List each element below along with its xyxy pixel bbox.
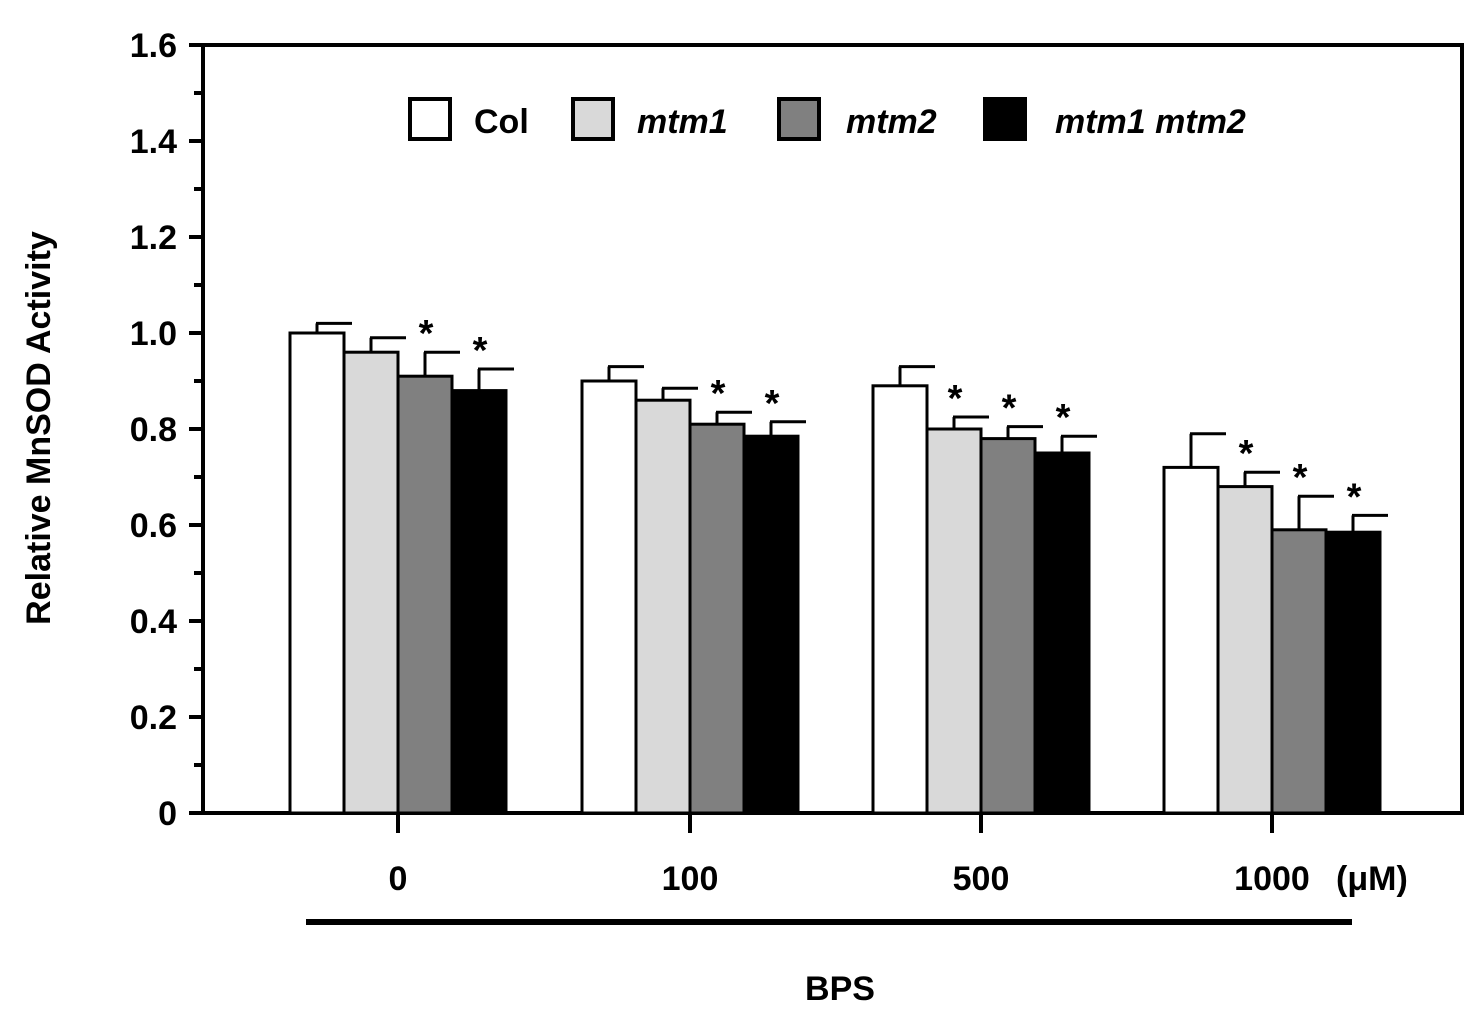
y-tick-label: 1.4 <box>130 123 177 161</box>
significance-marker: * <box>1239 433 1254 475</box>
y-tick-label: 0.6 <box>130 507 177 545</box>
bar <box>1162 465 1220 815</box>
significance-marker: * <box>711 373 726 415</box>
legend-swatch <box>983 97 1027 141</box>
significance-marker: * <box>473 330 488 372</box>
legend-label: mtm1 mtm2 <box>1055 103 1246 141</box>
legend-swatch <box>777 97 821 141</box>
x-tick-label: 100 <box>662 860 719 898</box>
y-tick-label: 0.4 <box>130 603 177 641</box>
legend-label: mtm1 <box>637 103 728 141</box>
significance-marker: * <box>765 383 780 425</box>
y-tick-label: 0.2 <box>130 699 177 737</box>
legend: Col mtm1 mtm2 mtm1 mtm2 <box>408 97 1246 141</box>
legend-label: Col <box>474 103 529 141</box>
x-tick-label: 1000 <box>1234 860 1310 898</box>
bar <box>634 398 692 815</box>
bar <box>688 422 746 815</box>
legend-swatch <box>408 97 452 141</box>
x-tick-label: 500 <box>953 860 1010 898</box>
bar <box>450 389 508 815</box>
bar <box>742 434 800 815</box>
x-axis-unit: (μM) <box>1336 860 1408 898</box>
significance-marker: * <box>419 313 434 355</box>
y-tick-label: 1.2 <box>130 219 177 257</box>
bar <box>288 331 346 815</box>
bar <box>925 427 983 815</box>
significance-marker: * <box>1002 388 1017 430</box>
x-tick-label: 0 <box>389 860 408 898</box>
bar <box>1216 485 1274 815</box>
significance-marker: * <box>948 378 963 420</box>
bar <box>1033 451 1091 815</box>
bar <box>1270 528 1328 815</box>
significance-marker: * <box>1056 397 1071 439</box>
legend-swatch <box>571 97 615 141</box>
bar <box>396 374 454 815</box>
significance-marker: * <box>1347 476 1362 518</box>
bar <box>979 437 1037 815</box>
y-axis-label: Relative MnSOD Activity <box>20 231 58 625</box>
significance-marker: * <box>1293 457 1308 499</box>
bar <box>871 384 929 815</box>
y-tick-label: 0.8 <box>130 411 177 449</box>
y-tick-label: 0 <box>158 795 177 833</box>
bars-layer: * * * * * * * * * * <box>288 313 1388 815</box>
bar <box>1324 530 1382 815</box>
axes-layer: 0 0.2 0.4 0.6 0.8 1.0 1.2 1.4 1.6 0 100 500 1000 <box>130 27 1310 898</box>
x-axis-label: BPS <box>805 970 875 1008</box>
bar <box>580 379 638 815</box>
bar <box>342 350 400 815</box>
y-tick-label: 1.6 <box>130 27 177 65</box>
legend-label: mtm2 <box>846 103 937 141</box>
y-tick-label: 1.0 <box>130 315 177 353</box>
